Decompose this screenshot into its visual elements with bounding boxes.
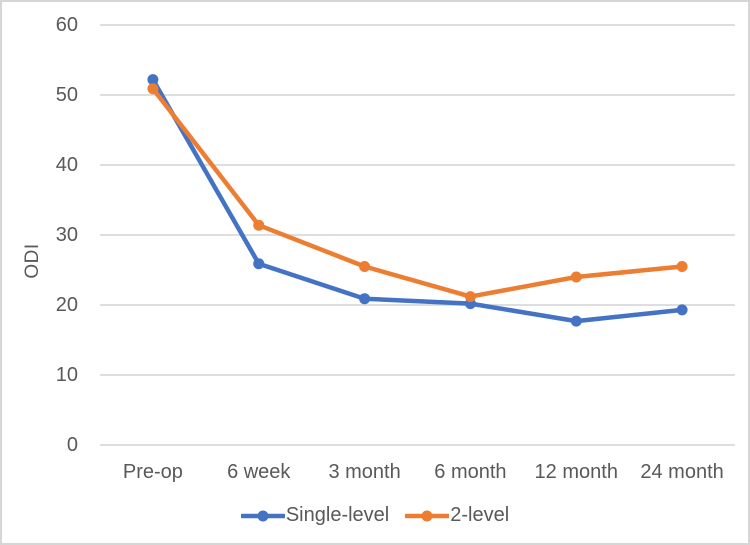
series-line-2-level: [150, 86, 685, 299]
y-tick-label: 20: [55, 294, 78, 316]
y-tick-label: 10: [55, 364, 78, 386]
x-axis-label: 6 week: [227, 461, 291, 483]
data-point-marker: [253, 258, 265, 270]
x-axis-label: Pre-op: [122, 461, 183, 483]
legend-dot: [421, 510, 433, 521]
y-tick-label: 50: [55, 84, 78, 106]
data-point-marker: [676, 304, 688, 316]
data-point-marker: [253, 219, 265, 231]
x-axis-label: 6 month: [434, 461, 507, 483]
data-point-marker: [464, 291, 476, 303]
data-point-marker: [676, 261, 688, 272]
data-point-marker: [570, 315, 582, 327]
data-point-marker: [147, 83, 159, 95]
data-point-marker: [359, 261, 371, 272]
y-tick-label: 30: [55, 224, 78, 246]
data-point-marker: [570, 271, 582, 283]
legend-label: 2-level: [450, 504, 510, 526]
legend-line-marker-icon: [405, 510, 450, 521]
legend: Single-level 2-level: [2, 504, 748, 527]
y-tick-label: 0: [66, 434, 78, 456]
legend-line-marker-icon: [240, 510, 285, 521]
legend-item: 2-level: [405, 504, 509, 527]
x-axis-label: 3 month: [328, 461, 401, 483]
legend-item: Single-level: [240, 504, 390, 527]
legend-label: Single-level: [285, 504, 390, 526]
x-axis-label: 24 month: [640, 461, 724, 483]
y-tick-label: 60: [55, 14, 78, 36]
series-line-single-level: [150, 77, 685, 324]
data-point-marker: [359, 293, 371, 305]
data-point-marker: [147, 74, 159, 86]
x-axis-label: 12 month: [534, 461, 618, 483]
legend-dot: [257, 510, 269, 521]
y-tick-label: 40: [55, 154, 78, 176]
